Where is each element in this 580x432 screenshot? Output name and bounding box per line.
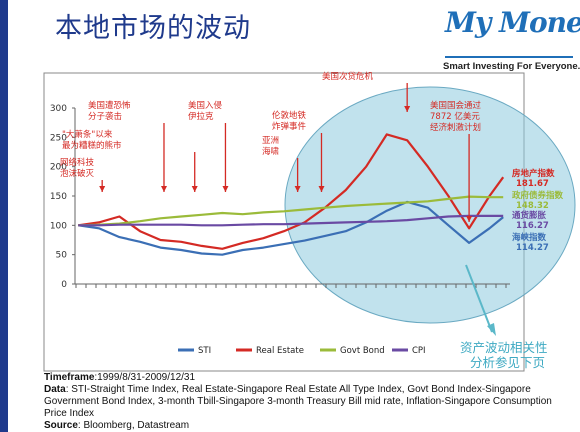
annotation-arrowhead [222, 186, 229, 192]
series-line-govt-bond [78, 195, 504, 227]
legend-label-govt-bond: Govt Bond [340, 346, 385, 356]
legend: STI Real Estate Govt Bond CPI [178, 346, 426, 356]
logo-underline [445, 56, 573, 58]
annotation-label: 美国国会通过 7872 亿美元经济刺激计划 [430, 100, 482, 133]
legend-label-cpi: CPI [412, 346, 426, 356]
annotation-arrowhead [99, 186, 106, 192]
end-label-name: 房地产指数 [512, 168, 555, 179]
annotation-label: "大萧条"以来最为糟糕的熊市 [62, 129, 122, 151]
end-label-name: 海峡指数 [512, 232, 547, 243]
y-tick-label: 150 [50, 192, 67, 202]
end-label-name: 政府债券指数 [512, 190, 564, 201]
page-title: 本地市场的波动 [55, 13, 251, 44]
data-label: Data [44, 384, 66, 395]
annotation-label: 美国遭恐怖分子袭击 [88, 100, 131, 122]
timeframe-value: :1999/8/31-2009/12/31 [94, 372, 196, 383]
series-line-real-estate [78, 133, 505, 250]
x-tick-group [75, 284, 507, 288]
data-note: Data: STI-Straight Time Index, Real Esta… [44, 384, 564, 420]
end-label-value: 181.67 [516, 179, 549, 189]
y-tick-label: 300 [50, 104, 67, 114]
end-label-value: 148.32 [516, 201, 549, 211]
logo-tagline: Smart Investing For Everyone. [443, 61, 580, 72]
annotation-arrowhead [294, 186, 301, 192]
bubble-pointer-arrowhead [487, 323, 496, 336]
highlight-bubble [284, 86, 576, 324]
legend-label-sti: STI [198, 346, 211, 356]
y-tick-label: 50 [56, 251, 68, 261]
series-group [78, 133, 505, 256]
annotation-arrowhead [404, 106, 411, 112]
annotation-label: 美国次贷危机 [322, 71, 374, 82]
logo: My Money Smart Investing For Everyone. [443, 6, 580, 76]
bubble-note: 资产波动相关性分析参见下页 [460, 340, 548, 370]
annotation-arrowhead [466, 216, 473, 222]
logo-brand: My Money [445, 6, 580, 39]
end-label-group: 房地产指数181.67政府债券指数148.32通货膨胀116.27海峡指数114… [512, 168, 564, 253]
annotation-arrowhead [191, 186, 198, 192]
source-label: Source [44, 420, 78, 431]
annotation-label: 美国入侵伊拉克 [188, 100, 223, 122]
annotation-label: 伦敦地铁炸弹事件 [272, 110, 307, 132]
end-label-value: 114.27 [516, 243, 549, 253]
annotation-label: 网络科技泡沫破灭 [60, 157, 95, 179]
y-tick-group: 0 50 100 150 200 250 300 [50, 104, 75, 290]
bubble-pointer-arrow [465, 264, 493, 333]
annotation-arrowhead [160, 186, 167, 192]
annotation-arrowhead [318, 186, 325, 192]
end-label-name: 通货膨胀 [512, 210, 547, 221]
timeframe-note: Timeframe:1999/8/31-2009/12/31 [44, 372, 564, 384]
end-label-value: 116.27 [516, 221, 549, 231]
left-accent-bar [0, 0, 8, 432]
annotation-label: 亚洲海啸 [262, 136, 280, 157]
y-tick-label: 250 [50, 133, 67, 143]
data-value: : STI-Straight Time Index, Real Estate-S… [44, 384, 552, 419]
y-tick-label: 200 [50, 163, 67, 173]
source-value: : Bloomberg, Datastream [77, 420, 190, 431]
y-tick-label: 0 [61, 280, 67, 290]
legend-label-real-estate: Real Estate [256, 346, 304, 356]
series-line-cpi [78, 214, 504, 227]
y-tick-label: 100 [50, 221, 67, 231]
timeframe-label: Timeframe [44, 372, 95, 383]
source-note: Source: Bloomberg, Datastream [44, 420, 564, 432]
